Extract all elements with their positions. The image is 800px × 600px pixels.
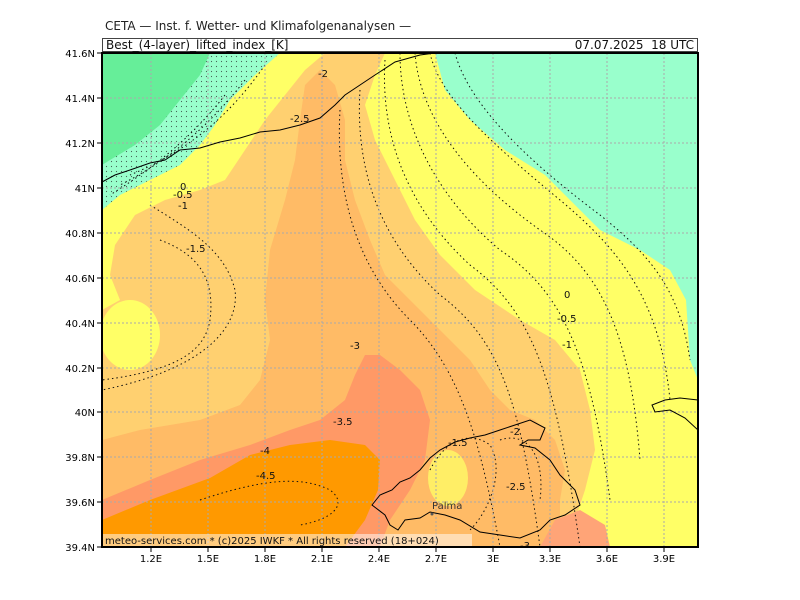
contour-label: -2 bbox=[510, 427, 520, 438]
footer-credit: meteo-services.com * (c)2025 IWKF * All … bbox=[105, 536, 439, 547]
lat-tick-label: 39.6N bbox=[65, 498, 95, 509]
contour-label: -4 bbox=[260, 446, 270, 457]
lon-tick-label: 3.3E bbox=[539, 554, 561, 565]
source-header: CETA — Inst. f. Wetter- und Klimafolgena… bbox=[105, 19, 412, 33]
zone-mint-east bbox=[435, 53, 698, 380]
lat-tick-label: 41.2N bbox=[65, 139, 95, 150]
lat-tick-label: 39.4N bbox=[65, 543, 95, 554]
coast-menorca bbox=[651, 397, 698, 431]
contour-label: -1 bbox=[562, 340, 572, 351]
contour-label: -2.5 bbox=[290, 114, 310, 125]
contour-label: -2.5 bbox=[506, 482, 526, 493]
zone-deep-green bbox=[102, 53, 210, 165]
contour-label: -0.5 bbox=[557, 314, 577, 325]
lon-tick-label: 2.7E bbox=[425, 554, 447, 565]
zone-orange bbox=[102, 440, 380, 547]
footer-box bbox=[102, 534, 472, 547]
lon-tick-label: 3E bbox=[487, 554, 500, 565]
contour-label: -2 bbox=[318, 69, 328, 80]
zone-tan bbox=[102, 70, 565, 547]
field-name: Best_(4-layer)_lifted_index_[K] bbox=[106, 38, 289, 52]
latitude-axis: 41.6N 41.4N 41.2N 41N 40.8N 40.6N 40.4N … bbox=[65, 49, 102, 554]
lon-tick-label: 3.6E bbox=[596, 554, 618, 565]
contour-label: -4.5 bbox=[256, 471, 276, 482]
lon-tick-label: 1.2E bbox=[140, 554, 162, 565]
lat-tick-label: 41N bbox=[75, 184, 95, 195]
lon-tick-label: 1.5E bbox=[197, 554, 219, 565]
longitude-axis: 1.2E 1.5E 1.8E 2.1E 2.4E 2.7E 3E 3.3E 3.… bbox=[140, 547, 675, 565]
lat-tick-label: 40.2N bbox=[65, 364, 95, 375]
plot-frame bbox=[101, 52, 699, 548]
contour-label: -0.5 bbox=[173, 190, 193, 201]
lat-tick-label: 40N bbox=[75, 408, 95, 419]
title-bar: Best_(4-layer)_lifted_index_[K] 07.07.20… bbox=[102, 38, 698, 52]
lon-tick-label: 2.4E bbox=[368, 554, 390, 565]
contour-label: -1.5 bbox=[448, 438, 468, 449]
contour-label: -3 bbox=[520, 541, 530, 552]
lat-tick-label: 41.4N bbox=[65, 94, 95, 105]
coast-mallorca bbox=[371, 419, 581, 539]
contour-label: 0 bbox=[564, 290, 570, 301]
lat-tick-label: 40.6N bbox=[65, 274, 95, 285]
contour-value-labels: -2 -2.5 0 -0.5 -1 -1.5 0 -0.5 -1 -3 -3.5… bbox=[173, 69, 577, 552]
contour-label: 0 bbox=[180, 182, 186, 193]
lon-tick-label: 3.9E bbox=[653, 554, 675, 565]
lon-tick-label: 1.8E bbox=[254, 554, 276, 565]
lat-tick-label: 40.4N bbox=[65, 319, 95, 330]
zone-yellow-blob-west bbox=[102, 300, 160, 370]
contour-label: -1 bbox=[178, 201, 188, 212]
coast-catalonia bbox=[102, 53, 436, 183]
lon-tick-label: 2.1E bbox=[311, 554, 333, 565]
field-layers: meteo-services.com * (c)2025 IWKF * All … bbox=[102, 53, 698, 552]
contour-label: -1.5 bbox=[186, 244, 206, 255]
city-label-palma: Palma bbox=[432, 501, 462, 512]
contour-label: -3 bbox=[350, 341, 360, 352]
zone-salmon-se bbox=[540, 510, 610, 547]
lat-tick-label: 40.8N bbox=[65, 229, 95, 240]
contour-label: -3.5 bbox=[333, 417, 353, 428]
city-marker-palma bbox=[430, 512, 434, 516]
coastlines bbox=[102, 53, 698, 539]
lat-tick-label: 41.6N bbox=[65, 49, 95, 60]
lat-tick-label: 39.8N bbox=[65, 453, 95, 464]
valid-time: 07.07.2025 18 UTC bbox=[574, 38, 694, 52]
graticule bbox=[102, 53, 698, 547]
zone-yellow-blob bbox=[428, 450, 468, 506]
